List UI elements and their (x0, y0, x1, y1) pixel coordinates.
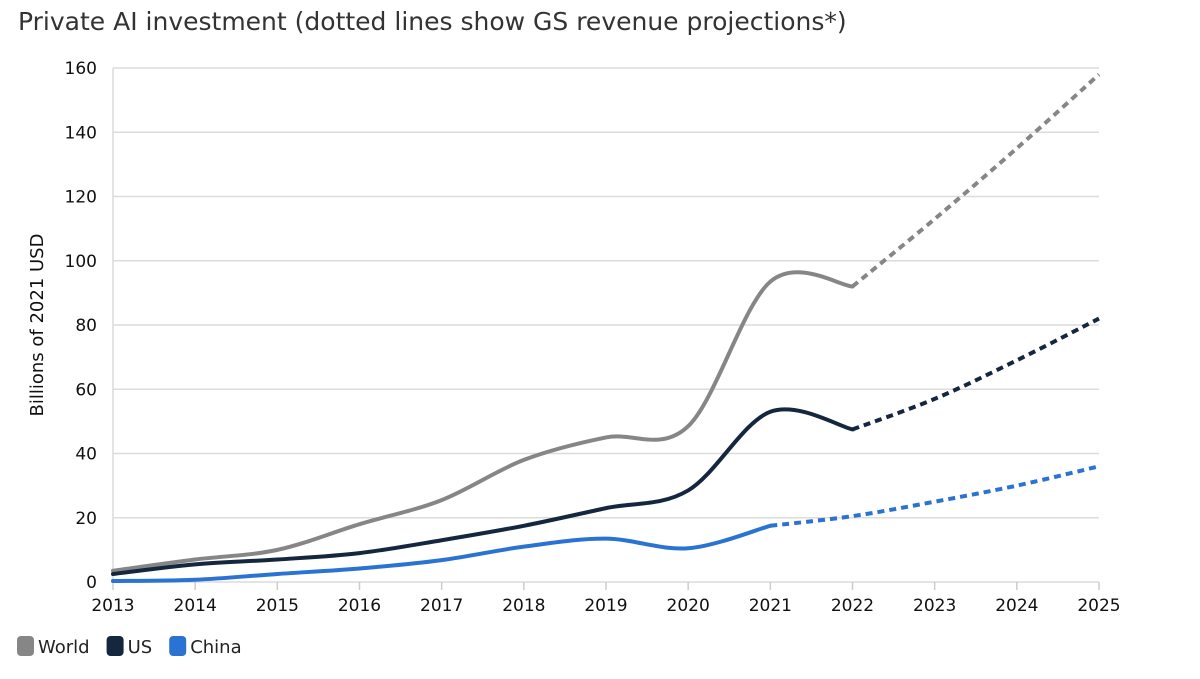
y-tick-label: 160 (65, 59, 97, 79)
x-tick-label: 2015 (256, 596, 299, 616)
line-us-actual (111, 407, 855, 576)
y-axis-label: Billions of 2021 USD (27, 234, 48, 417)
x-tick-label: 2025 (1077, 596, 1120, 616)
legend-swatch-china (169, 636, 187, 656)
x-tick-label: 2017 (420, 596, 463, 616)
line-china-projection (770, 464, 1100, 528)
line-china-actual (111, 523, 773, 584)
legend-swatch-us (106, 636, 124, 656)
y-tick-label: 60 (75, 380, 97, 400)
x-tick-label: 2023 (913, 596, 956, 616)
y-tick-label: 0 (86, 573, 97, 593)
line-world-projection (851, 72, 1101, 288)
x-tick-label: 2024 (995, 596, 1038, 616)
x-tick-label: 2022 (831, 596, 874, 616)
chart-title: Private AI investment (dotted lines show… (18, 7, 847, 36)
legend-label-world: World (38, 637, 90, 658)
y-tick-label: 80 (75, 316, 97, 336)
y-tick-label: 40 (75, 445, 97, 465)
legend-swatch-world (17, 636, 34, 656)
x-tick-label: 2020 (667, 596, 710, 616)
line-world-actual (111, 270, 855, 573)
y-tick-label: 140 (65, 123, 97, 143)
x-tick-label: 2018 (502, 596, 545, 616)
x-tick-label: 2016 (338, 596, 381, 616)
x-tick-label: 2021 (749, 596, 792, 616)
x-tick-label: 2013 (91, 596, 134, 616)
line-us-projection (851, 316, 1100, 432)
legend-label-china: China (190, 637, 241, 658)
x-tick-label: 2019 (584, 596, 627, 616)
legend-label-us: US (128, 637, 153, 658)
y-tick-label: 20 (75, 509, 97, 529)
y-tick-label: 100 (65, 252, 97, 272)
x-tick-label: 2014 (174, 596, 217, 616)
y-tick-label: 120 (65, 188, 97, 208)
